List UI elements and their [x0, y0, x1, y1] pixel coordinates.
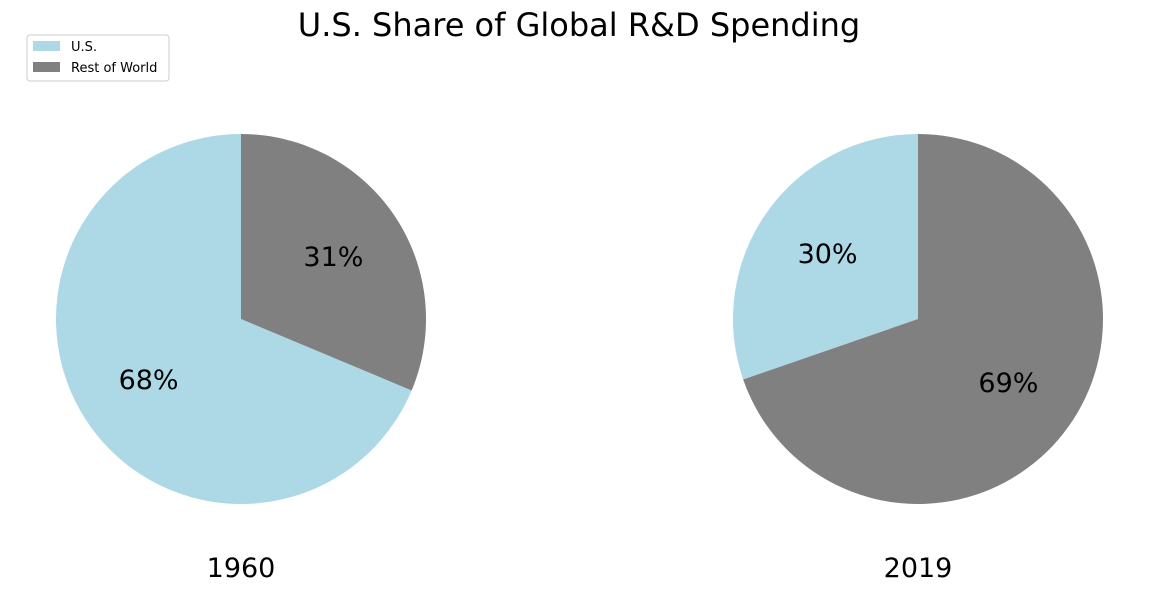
pie-slice-1960-u-s	[56, 134, 412, 505]
pie-slice-2019-rest-of-world	[743, 134, 1103, 505]
pie-1960: 68% 31% 1960	[56, 134, 426, 584]
legend-box	[26, 34, 170, 82]
pie-year-label-1960: 1960	[207, 553, 276, 584]
legend-label-rest-of-world: Rest of World	[71, 61, 157, 76]
legend: U.S. Rest of World	[26, 34, 170, 82]
pie-year-label-2019: 2019	[884, 553, 953, 584]
slice-label-2019-u-s: 30%	[798, 239, 858, 270]
legend-label-us: U.S.	[71, 40, 97, 55]
pie-slice-2019-u-s	[732, 134, 918, 380]
pie-2019: 30% 69% 2019	[732, 134, 1103, 584]
slice-label-1960-u-s: 68%	[119, 365, 179, 396]
legend-swatch-rest-of-world	[33, 62, 60, 72]
legend-swatch-us	[33, 41, 60, 51]
slice-label-2019-rest-of-world: 69%	[978, 368, 1038, 399]
pie-slice-1960-rest-of-world	[241, 134, 426, 391]
chart-title: U.S. Share of Global R&D Spending	[298, 6, 860, 44]
slice-label-1960-rest-of-world: 31%	[303, 242, 363, 273]
